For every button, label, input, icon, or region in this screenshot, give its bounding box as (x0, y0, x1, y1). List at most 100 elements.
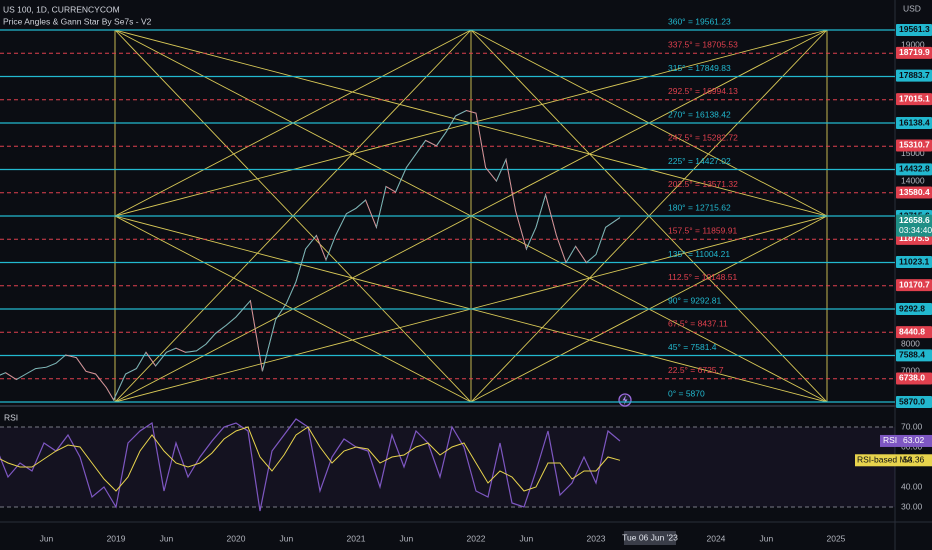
price-badge (896, 349, 932, 362)
time-cursor-badge (623, 531, 676, 545)
current-price-label: 12658.6 (899, 215, 930, 225)
price-badge-label: 11875.5 (899, 233, 930, 243)
price-badge-label: 13580.4 (899, 187, 930, 197)
price-segment-tint (196, 343, 207, 352)
price-badge (896, 303, 932, 316)
rsi-badge-name: RSI (883, 435, 897, 445)
price-badge-label: 10170.7 (899, 279, 930, 289)
rsi-badge-value: 63.02 (903, 435, 925, 445)
time-tick-label: Jun (760, 533, 774, 543)
price-segment-tint (295, 248, 306, 282)
level-label: 292.5° = 16994.13 (668, 86, 738, 96)
price-segment-tint (286, 281, 297, 304)
level-label: 202.5° = 13571.32 (668, 179, 738, 189)
price-segment-tint (355, 199, 366, 209)
rsi-title: RSI (4, 412, 18, 422)
time-tick-label: 2025 (827, 533, 846, 543)
rsi-band (0, 427, 895, 507)
rsi-ma-badge-value: 53.36 (903, 455, 925, 465)
price-segment-tint (275, 303, 287, 320)
time-tick-label: Jun (400, 533, 414, 543)
time-cursor-label: Tue 06 Jun '23 (622, 532, 678, 542)
price-segment-tint (155, 352, 167, 367)
price-segment-tint (166, 347, 177, 353)
price-badge (896, 326, 932, 339)
price-tick-label: 14000 (901, 175, 925, 185)
time-tick-label: 2020 (227, 533, 246, 543)
rsi-tick-label: 30.00 (901, 501, 923, 511)
price-segment-tint (113, 373, 126, 400)
level-label: 90° = 9292.81 (668, 295, 722, 305)
price-segment-tint (95, 373, 107, 388)
time-tick-label: Jun (160, 533, 174, 543)
price-badge-label: 19561.3 (899, 24, 930, 34)
price-segment-tint (85, 371, 96, 375)
price-badge (896, 93, 932, 106)
time-tick-label: Jun (40, 533, 54, 543)
time-tick-label: 2023 (587, 533, 606, 543)
rsi-badge (880, 434, 932, 447)
rsi-tick-label: 40.00 (901, 481, 923, 491)
price-segment-tint (16, 373, 27, 380)
level-label: 157.5° = 11859.91 (668, 226, 737, 236)
price-badge (896, 117, 932, 130)
level-label: 135° = 11004.21 (668, 249, 730, 259)
alert-icon[interactable] (618, 393, 632, 407)
price-segment-tint (35, 366, 47, 369)
price-segment-tint (455, 110, 467, 117)
price-segment-tint (415, 140, 426, 155)
time-tick-label: 2024 (707, 533, 726, 543)
price-segment-tint (250, 300, 257, 337)
price-segment-tint (0, 372, 6, 376)
level-label: 270° = 16138.42 (668, 109, 731, 119)
price-segment-tint (175, 347, 186, 353)
price-badge-label: 16138.4 (899, 117, 930, 127)
price-badge-label: 8440.8 (899, 326, 925, 336)
price-segment-tint (65, 354, 77, 359)
price-segment-tint (145, 352, 156, 367)
price-segment-tint (106, 387, 114, 401)
price-segment-tint (445, 115, 456, 133)
rsi-tick-label: 70.00 (901, 421, 923, 431)
price-badge (896, 279, 932, 292)
price-segment-tint (475, 113, 486, 168)
price-segment-tint (485, 167, 497, 182)
price-segment-tint (545, 194, 557, 236)
price-segment-tint (515, 210, 527, 250)
price-badge (896, 69, 932, 82)
price-segment-tint (256, 335, 263, 372)
price-badge (896, 163, 932, 176)
price-segment-tint (425, 140, 437, 147)
price-badge (896, 186, 932, 199)
price-segment-tint (316, 235, 327, 261)
price-segment-tint (5, 372, 17, 380)
price-segment-tint (226, 316, 237, 326)
price-segment-tint (365, 200, 377, 228)
price-tick-label: 8000 (901, 338, 920, 348)
time-tick-label: Jun (280, 533, 294, 543)
price-segment-tint (76, 357, 87, 372)
alert-bolt[interactable] (622, 395, 628, 405)
price-segment-tint (595, 227, 606, 255)
price-tick-label: 15000 (901, 148, 925, 158)
indicator-title: Price Angles & Gann Star By Se7s - V2 (3, 16, 152, 26)
price-segment-tint (325, 235, 336, 261)
rsi-ma-badge-name: RSI-based MA (857, 455, 913, 465)
price-segment-tint (262, 319, 276, 372)
price-badge-label: 18719.9 (899, 47, 930, 57)
price-segment-tint (305, 235, 317, 250)
price-tick-label: 7000 (901, 366, 920, 376)
price-badge-label: 5870.0 (899, 396, 925, 406)
price-segment-tint (55, 354, 66, 364)
price-badge-label: 17015.1 (899, 93, 930, 103)
price-segment-tint (575, 246, 587, 263)
price-segment-tint (505, 159, 516, 212)
rsi-ma-badge (855, 454, 932, 467)
level-label: 0° = 5870 (668, 388, 705, 398)
price-segment-tint (185, 350, 197, 353)
price-badge-label: 14432.8 (899, 164, 930, 174)
price-badge-label: 7588.4 (899, 350, 925, 360)
countdown-label: 03:34:40 (899, 225, 932, 235)
